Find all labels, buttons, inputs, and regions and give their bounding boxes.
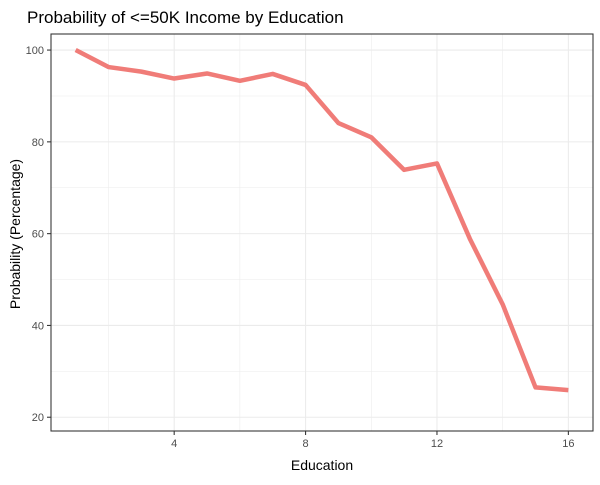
x-tick-label: 4	[171, 438, 177, 450]
series-layer	[74, 48, 569, 393]
y-tick-label: 60	[32, 229, 44, 241]
plot-panel-border	[50, 33, 594, 432]
chart-title: Probability of <=50K Income by Education	[27, 8, 344, 27]
grid	[51, 34, 593, 431]
y-tick-label: 100	[26, 45, 44, 57]
y-tick-label: 80	[32, 137, 44, 149]
x-tick-label: 8	[303, 438, 309, 450]
x-axis-title: Education	[291, 457, 353, 473]
y-tick-label: 40	[32, 320, 44, 332]
series-line	[74, 48, 569, 393]
y-axis-title: Probability (Percentage)	[7, 159, 23, 309]
x-tick-label: 12	[431, 438, 443, 450]
x-tick-label: 16	[562, 438, 574, 450]
axes: 4 8 12 16 20 40 60 80 100	[26, 45, 575, 450]
y-tick-label: 20	[32, 412, 44, 424]
